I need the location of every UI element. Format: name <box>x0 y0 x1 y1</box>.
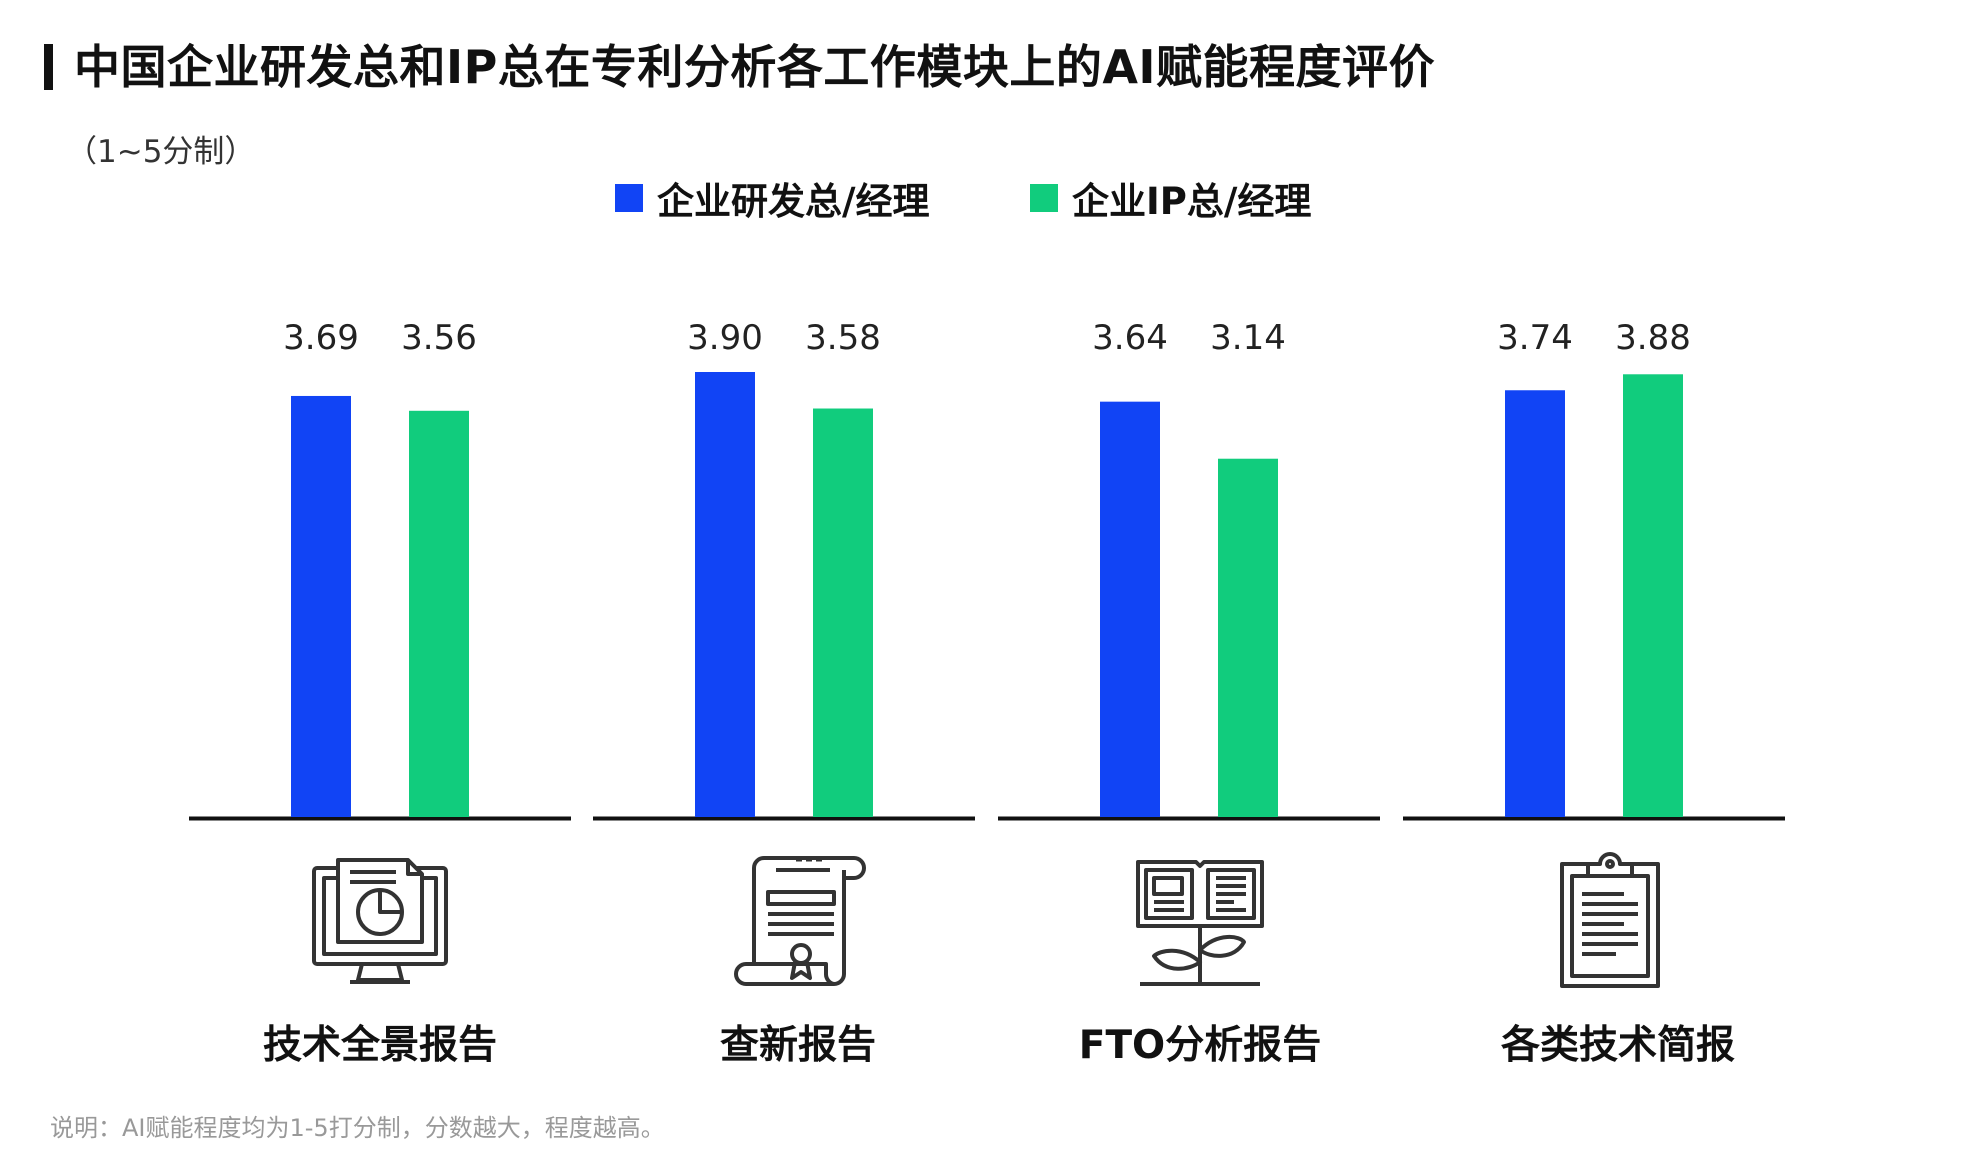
data-label: 3.74 <box>1497 318 1573 358</box>
category-label: FTO分析报告 <box>1078 1023 1322 1068</box>
unit-label: （1~5分制） <box>66 134 256 170</box>
footnote: 说明：AI赋能程度均为1-5打分制，分数越大，程度越高。 <box>50 1114 665 1142</box>
data-label: 3.58 <box>805 318 881 358</box>
bar <box>813 408 873 817</box>
legend-swatch-ip <box>1030 184 1058 212</box>
data-label: 3.88 <box>1615 318 1691 358</box>
title-accent-bar <box>44 44 53 90</box>
legend-item-rd: 企业研发总/经理 <box>615 170 930 226</box>
clipboard-icon <box>1560 852 1660 988</box>
chart-title: 中国企业研发总和IP总在专利分析各工作模块上的AI赋能程度评价 <box>74 40 1436 94</box>
bar <box>695 372 755 817</box>
legend-item-ip: 企业IP总/经理 <box>1030 170 1311 226</box>
legend: 企业研发总/经理 企业IP总/经理 <box>0 170 1975 226</box>
legend-label-rd: 企业研发总/经理 <box>657 180 930 223</box>
data-label: 3.14 <box>1210 318 1286 358</box>
book-plant-icon <box>1136 860 1264 986</box>
bar <box>291 395 351 817</box>
category-label: 查新报告 <box>719 1023 876 1068</box>
bar <box>1623 374 1683 817</box>
bar <box>1100 401 1160 817</box>
data-label: 3.69 <box>283 318 359 358</box>
monitor-report-icon <box>312 858 448 984</box>
certificate-scroll-icon <box>734 856 866 986</box>
legend-swatch-rd <box>615 184 643 212</box>
data-label: 3.64 <box>1092 318 1168 358</box>
bar <box>409 410 469 817</box>
data-label: 3.56 <box>401 318 477 358</box>
bar <box>1218 458 1278 817</box>
legend-label-ip: 企业IP总/经理 <box>1072 180 1312 223</box>
category-label: 技术全景报告 <box>262 1023 497 1068</box>
category-label: 各类技术简报 <box>1500 1023 1735 1068</box>
bar <box>1505 390 1565 817</box>
data-label: 3.90 <box>687 318 763 358</box>
